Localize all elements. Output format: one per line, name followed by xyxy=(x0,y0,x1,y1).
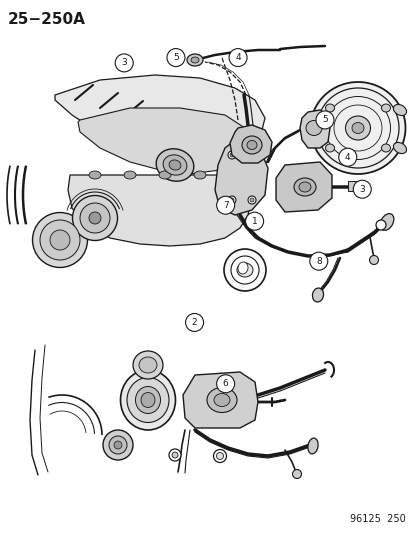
Ellipse shape xyxy=(169,449,180,461)
Polygon shape xyxy=(78,108,249,174)
Ellipse shape xyxy=(80,203,110,233)
Ellipse shape xyxy=(89,171,101,179)
Circle shape xyxy=(309,252,327,270)
Polygon shape xyxy=(214,138,267,215)
Ellipse shape xyxy=(237,262,247,274)
Circle shape xyxy=(166,49,185,67)
Ellipse shape xyxy=(228,196,235,204)
Ellipse shape xyxy=(310,82,404,174)
Ellipse shape xyxy=(351,123,363,133)
Ellipse shape xyxy=(124,171,136,179)
Ellipse shape xyxy=(380,144,389,152)
Text: 6: 6 xyxy=(222,379,228,388)
Circle shape xyxy=(115,54,133,72)
Text: 5: 5 xyxy=(173,53,178,62)
Circle shape xyxy=(352,180,370,198)
Text: 4: 4 xyxy=(344,153,350,161)
Text: 25−250A: 25−250A xyxy=(8,12,85,27)
Ellipse shape xyxy=(33,213,87,268)
Ellipse shape xyxy=(223,249,266,291)
Ellipse shape xyxy=(163,155,186,175)
Ellipse shape xyxy=(223,171,235,179)
Ellipse shape xyxy=(247,151,255,159)
Ellipse shape xyxy=(230,198,233,202)
Ellipse shape xyxy=(133,351,163,379)
Ellipse shape xyxy=(194,171,206,179)
Ellipse shape xyxy=(375,220,385,230)
Ellipse shape xyxy=(159,171,171,179)
Text: 1: 1 xyxy=(251,217,257,225)
Ellipse shape xyxy=(369,255,377,264)
Ellipse shape xyxy=(307,438,317,454)
Ellipse shape xyxy=(40,220,80,260)
Ellipse shape xyxy=(187,54,202,66)
Ellipse shape xyxy=(127,377,169,423)
Ellipse shape xyxy=(89,212,101,224)
Text: 3: 3 xyxy=(121,59,127,67)
Polygon shape xyxy=(299,110,329,148)
Ellipse shape xyxy=(325,104,334,112)
Text: 4: 4 xyxy=(235,53,240,62)
Ellipse shape xyxy=(120,370,175,430)
Ellipse shape xyxy=(72,196,117,240)
Polygon shape xyxy=(55,75,264,162)
Ellipse shape xyxy=(379,214,393,230)
Ellipse shape xyxy=(298,182,310,192)
Ellipse shape xyxy=(247,141,256,149)
Text: 2: 2 xyxy=(191,318,197,327)
Ellipse shape xyxy=(249,153,254,157)
Ellipse shape xyxy=(171,452,178,458)
Ellipse shape xyxy=(242,136,261,154)
Ellipse shape xyxy=(50,230,70,250)
Ellipse shape xyxy=(190,57,199,63)
Ellipse shape xyxy=(236,263,252,277)
Polygon shape xyxy=(183,372,257,428)
Ellipse shape xyxy=(230,256,259,284)
Ellipse shape xyxy=(103,430,133,460)
Ellipse shape xyxy=(214,393,230,407)
Ellipse shape xyxy=(213,449,226,463)
Ellipse shape xyxy=(230,153,233,157)
Ellipse shape xyxy=(305,120,321,135)
Ellipse shape xyxy=(345,116,370,140)
Ellipse shape xyxy=(216,453,223,459)
Text: 96125  250: 96125 250 xyxy=(349,514,405,524)
Ellipse shape xyxy=(380,104,389,112)
Circle shape xyxy=(216,196,234,214)
Ellipse shape xyxy=(139,357,157,373)
Ellipse shape xyxy=(392,142,406,154)
Circle shape xyxy=(315,111,333,129)
Circle shape xyxy=(216,375,234,393)
Text: 5: 5 xyxy=(321,116,327,124)
Ellipse shape xyxy=(141,392,154,408)
Ellipse shape xyxy=(293,178,315,196)
Ellipse shape xyxy=(109,436,127,454)
Ellipse shape xyxy=(169,160,180,170)
Circle shape xyxy=(228,49,247,67)
Ellipse shape xyxy=(156,149,193,181)
Text: 8: 8 xyxy=(315,257,321,265)
Ellipse shape xyxy=(135,386,160,414)
Polygon shape xyxy=(68,175,252,246)
Bar xyxy=(347,181,361,191)
Circle shape xyxy=(338,148,356,166)
Ellipse shape xyxy=(325,144,334,152)
Ellipse shape xyxy=(114,441,122,449)
Ellipse shape xyxy=(392,104,406,116)
Polygon shape xyxy=(230,125,271,163)
Circle shape xyxy=(185,313,203,332)
Ellipse shape xyxy=(292,470,301,479)
Ellipse shape xyxy=(247,196,255,204)
Circle shape xyxy=(245,212,263,230)
Polygon shape xyxy=(275,162,331,212)
Text: 3: 3 xyxy=(358,185,364,193)
Ellipse shape xyxy=(206,387,236,413)
Ellipse shape xyxy=(228,151,235,159)
Text: 7: 7 xyxy=(222,201,228,209)
Ellipse shape xyxy=(312,288,323,302)
Ellipse shape xyxy=(249,198,254,202)
